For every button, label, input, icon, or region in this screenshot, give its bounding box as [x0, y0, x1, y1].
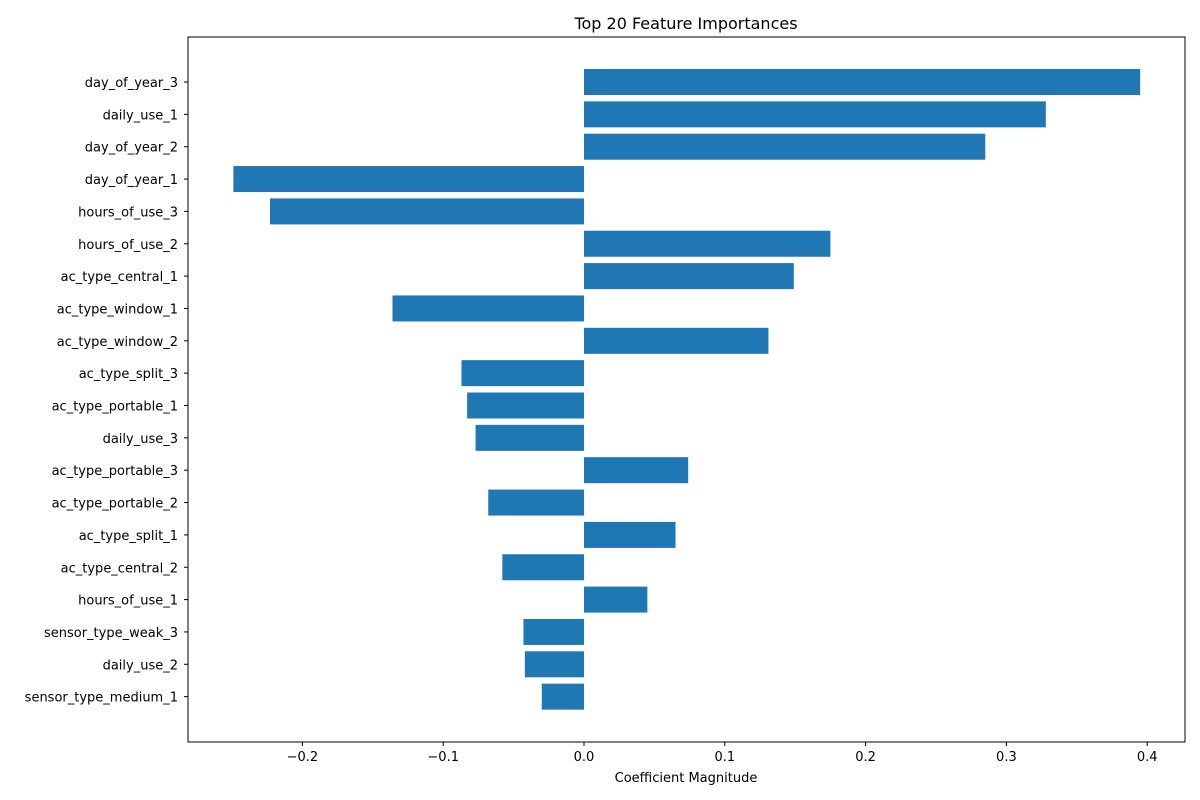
y-tick-label: ac_type_central_1 [61, 270, 178, 285]
y-tick-label: ac_type_split_1 [79, 529, 178, 544]
x-tick-label: −0.1 [427, 750, 459, 765]
y-tick-label: hours_of_use_1 [78, 594, 178, 609]
y-tick-label: daily_use_3 [103, 432, 178, 447]
y-tick-label: sensor_type_medium_1 [25, 691, 178, 706]
y-tick-label: ac_type_central_2 [61, 561, 178, 576]
bar-hours_of_use_2 [584, 230, 831, 257]
y-tick-label: daily_use_1 [103, 108, 178, 123]
y-tick-label: sensor_type_weak_3 [44, 626, 178, 641]
y-tick-label: ac_type_window_2 [57, 335, 178, 350]
y-axis-ticks: day_of_year_3 daily_use_1 day_of_year_2day… [25, 76, 188, 706]
y-tick-label: day_of_year_1 [85, 173, 178, 188]
bar-ac_type_portable_2 [488, 489, 584, 516]
y-tick-label: ac_type_portable_3 [52, 464, 178, 479]
y-tick-label: hours_of_use_3 [78, 205, 178, 220]
bar-daily_use_2 [524, 651, 584, 678]
y-tick-label: ac_type_portable_2 [52, 497, 178, 512]
x-axis-ticks: −0.2 −0.1 0.0 0.1 0.2 0.3 0.4 [287, 742, 1158, 765]
x-tick-label: −0.2 [287, 750, 319, 765]
x-tick-label: 0.3 [996, 750, 1017, 765]
bar-hours_of_use_3 [270, 198, 584, 225]
bar-ac_type_portable_3 [584, 457, 689, 484]
bar-ac_type_split_3 [461, 360, 584, 387]
y-tick-label: hours_of_use_2 [78, 238, 178, 253]
bar-ac_type_central_1 [584, 263, 794, 290]
bar-ac_type_portable_1 [467, 392, 584, 419]
bar-sensor_type_weak_3 [523, 618, 584, 645]
y-tick-label: ac_type_window_1 [57, 302, 178, 317]
x-tick-label: 0.1 [714, 750, 735, 765]
bar-hours_of_use_1 [584, 586, 648, 613]
y-tick-label: daily_use_2 [103, 658, 178, 673]
y-tick-label: ac_type_split_3 [79, 367, 178, 382]
y-tick-label: day_of_year_3 [85, 76, 178, 91]
bar-day_of_year_2 [584, 133, 986, 160]
bars-layer [233, 69, 1141, 710]
bar-daily_use_3 [475, 424, 584, 451]
bar-ac_type_central_2 [502, 554, 584, 581]
x-tick-label: 0.2 [855, 750, 876, 765]
plot-frame [187, 36, 1186, 743]
y-tick-label: day_of_year_2 [85, 141, 178, 156]
bar-day_of_year_1 [233, 166, 584, 193]
x-axis-label: Coefficient Magnitude [615, 771, 758, 786]
bar-day_of_year_3 [584, 69, 1141, 95]
chart-title: Top 20 Feature Importances [573, 14, 797, 33]
bar-sensor_type_medium_1 [541, 683, 584, 710]
x-tick-label: 0.4 [1137, 750, 1158, 765]
y-tick-label: ac_type_portable_1 [52, 400, 178, 415]
bar-ac_type_window_2 [584, 327, 769, 354]
bar-ac_type_split_1 [584, 521, 676, 548]
x-tick-label: 0.0 [574, 750, 595, 765]
bar-ac_type_window_1 [392, 295, 584, 322]
bar-daily_use_1 [584, 101, 1046, 128]
